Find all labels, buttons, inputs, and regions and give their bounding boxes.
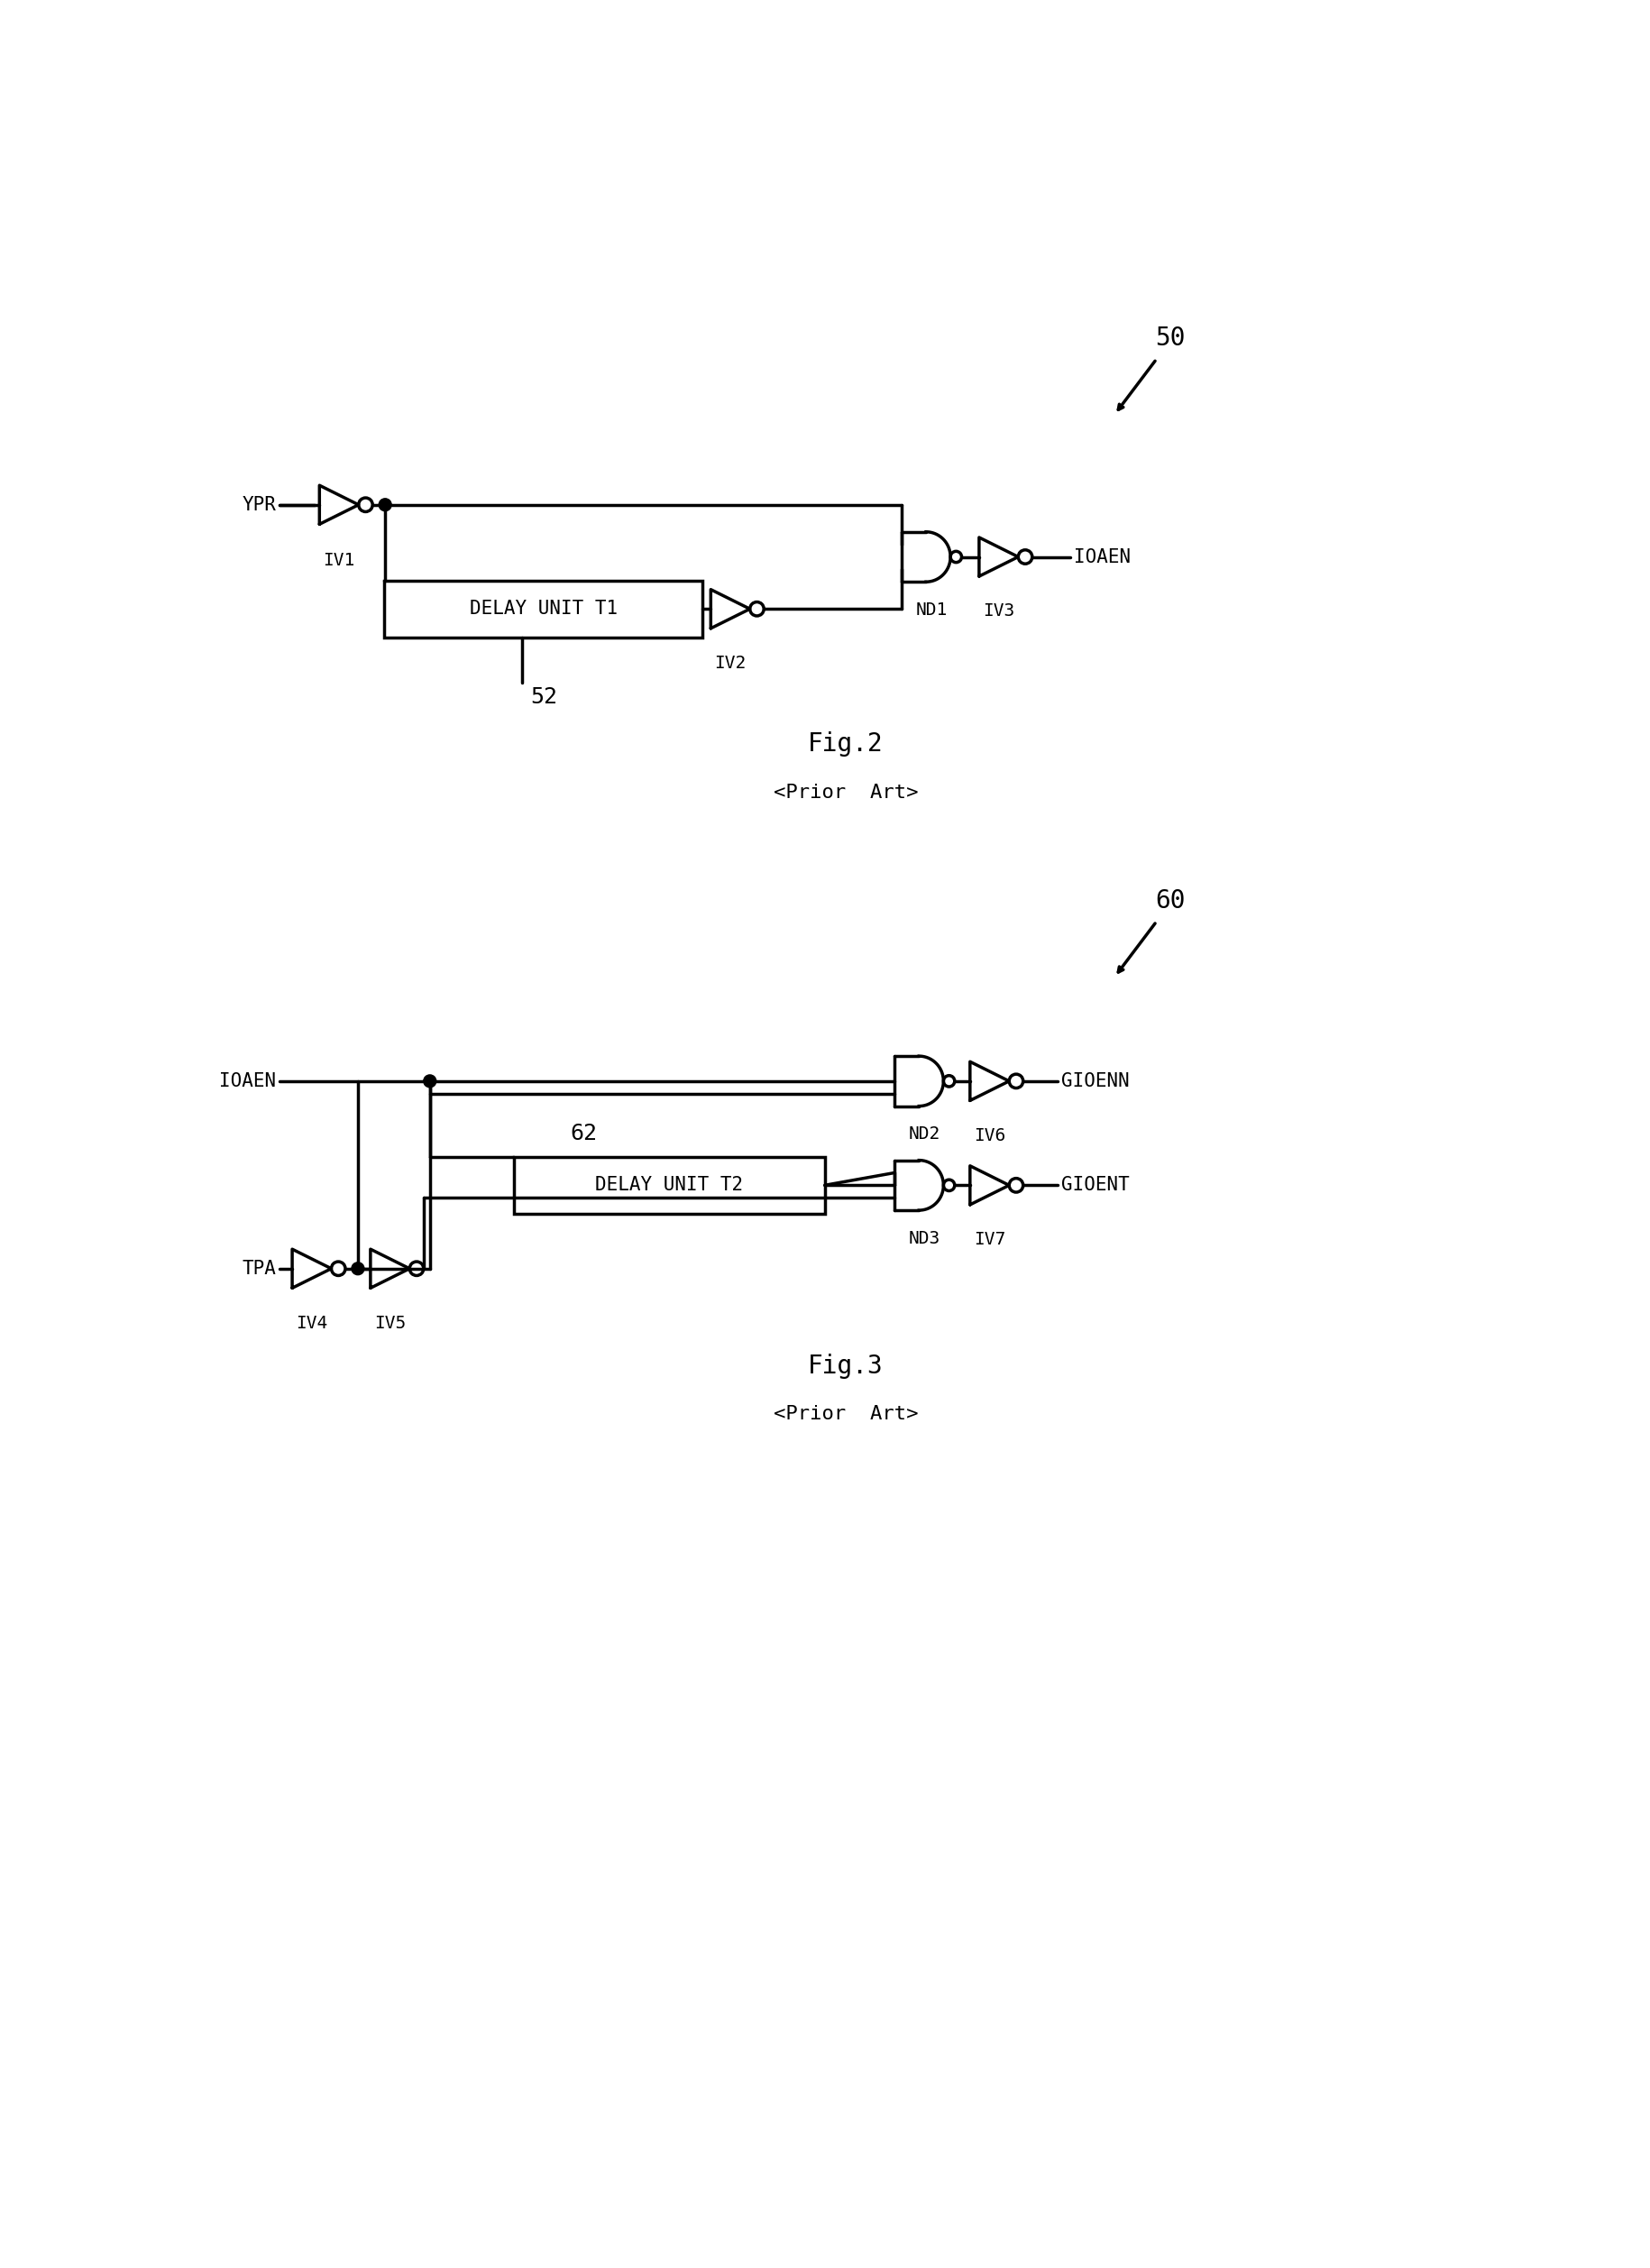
Text: Fig.3: Fig.3 <box>808 1354 883 1379</box>
Circle shape <box>424 1075 436 1086</box>
Text: 60: 60 <box>1155 889 1186 914</box>
Text: IOAEN: IOAEN <box>219 1073 276 1091</box>
Text: IV3: IV3 <box>983 603 1015 619</box>
Text: GIOENT: GIOENT <box>1061 1177 1130 1195</box>
Text: IV5: IV5 <box>375 1315 406 1331</box>
Text: 50: 50 <box>1155 327 1186 352</box>
Text: IV1: IV1 <box>323 551 355 569</box>
Text: IV4: IV4 <box>295 1315 328 1331</box>
Text: IV7: IV7 <box>974 1232 1005 1247</box>
Text: ND2: ND2 <box>909 1125 940 1143</box>
Text: 52: 52 <box>531 685 558 708</box>
Circle shape <box>380 499 391 510</box>
Text: TPA: TPA <box>243 1259 276 1277</box>
Circle shape <box>351 1263 365 1275</box>
Text: <Prior  Art>: <Prior Art> <box>774 1406 917 1424</box>
Text: GIOENN: GIOENN <box>1061 1073 1130 1091</box>
Text: Fig.2: Fig.2 <box>808 733 883 758</box>
Text: ND1: ND1 <box>916 601 947 619</box>
Text: YPR: YPR <box>243 497 276 515</box>
Text: IV6: IV6 <box>974 1127 1005 1143</box>
Text: IV2: IV2 <box>714 655 746 671</box>
Bar <box>513 1157 825 1213</box>
Bar <box>384 581 703 637</box>
Text: DELAY UNIT T2: DELAY UNIT T2 <box>596 1177 742 1195</box>
Text: IOAEN: IOAEN <box>1074 549 1130 567</box>
Text: DELAY UNIT T1: DELAY UNIT T1 <box>469 601 617 617</box>
Text: ND3: ND3 <box>909 1229 940 1247</box>
Text: <Prior  Art>: <Prior Art> <box>774 785 917 803</box>
Text: 62: 62 <box>569 1123 597 1145</box>
